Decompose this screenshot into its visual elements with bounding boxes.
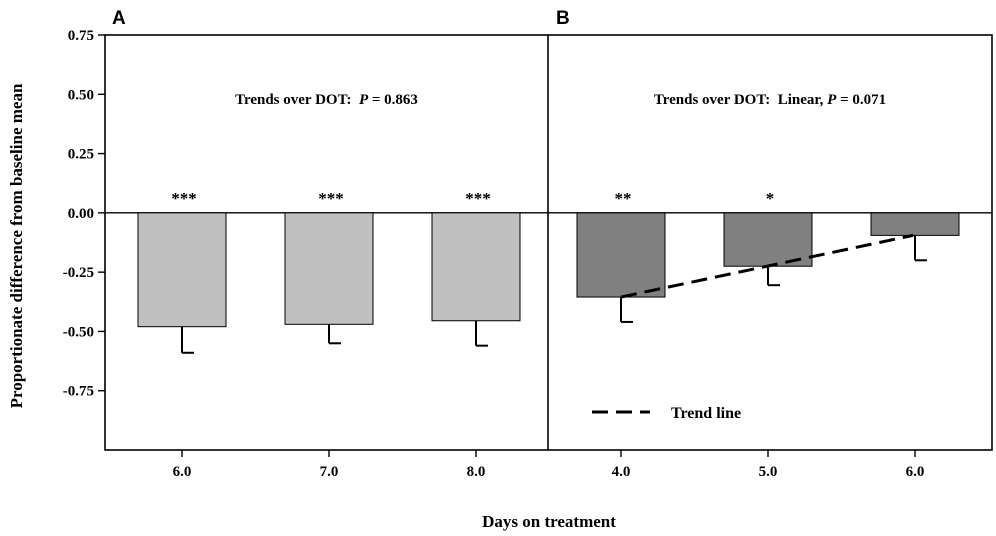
x-tick-label: 8.0 — [467, 464, 486, 480]
panel-letter: B — [556, 8, 570, 29]
trend-line — [620, 233, 914, 299]
text-layer: 0.75 0.50 0.25 0.00 -0.25 -0.50 -0.75 A Trends o… — [63, 8, 925, 480]
panel-letter: A — [112, 8, 126, 29]
trend-annotation: Trends over DOT: Linear, P = 0.071 — [654, 92, 886, 108]
y-tick-label: -0.75 — [63, 384, 94, 400]
y-tick-label: -0.25 — [63, 265, 94, 281]
annotation-prefix: Trends over DOT: — [235, 92, 359, 108]
y-tick-label: 0.00 — [68, 206, 94, 222]
y-tick-label: 0.75 — [68, 28, 94, 44]
y-tick-label: 0.25 — [68, 147, 94, 163]
x-axis-title: Days on treatment — [482, 512, 616, 531]
x-tick-label: 4.0 — [612, 464, 631, 480]
x-tick-label: 5.0 — [759, 464, 778, 480]
bars — [137, 212, 960, 328]
bar — [870, 212, 960, 236]
x-tick-label: 6.0 — [173, 464, 192, 480]
annotation-prefix: Trends over DOT: Linear, — [654, 92, 827, 108]
x-tick-label: 7.0 — [320, 464, 339, 480]
error-bars — [181, 235, 927, 354]
annotation-p: P — [359, 92, 369, 108]
y-tick-label: -0.50 — [63, 324, 94, 340]
trend-layer — [592, 233, 914, 414]
significance-marker: *** — [318, 189, 344, 208]
y-tick-label: 0.50 — [68, 87, 94, 103]
bar — [431, 212, 521, 322]
plot-frame — [98, 34, 993, 457]
trend-annotation: Trends over DOT: P = 0.863 — [235, 92, 418, 108]
annotation-value: = 0.863 — [368, 92, 418, 108]
x-tick-label: 6.0 — [906, 464, 925, 480]
bar — [137, 212, 227, 328]
significance-marker: ** — [615, 189, 632, 208]
legend-trend-label: Trend line — [671, 405, 741, 422]
annotation-value: = 0.071 — [836, 92, 886, 108]
annotation-p: P — [827, 92, 837, 108]
bar — [284, 212, 374, 325]
significance-marker: * — [766, 189, 775, 208]
y-axis-title: Proportionate difference from baseline m… — [7, 83, 26, 408]
significance-marker: *** — [171, 189, 197, 208]
significance-marker: *** — [465, 189, 491, 208]
bar — [576, 212, 666, 298]
